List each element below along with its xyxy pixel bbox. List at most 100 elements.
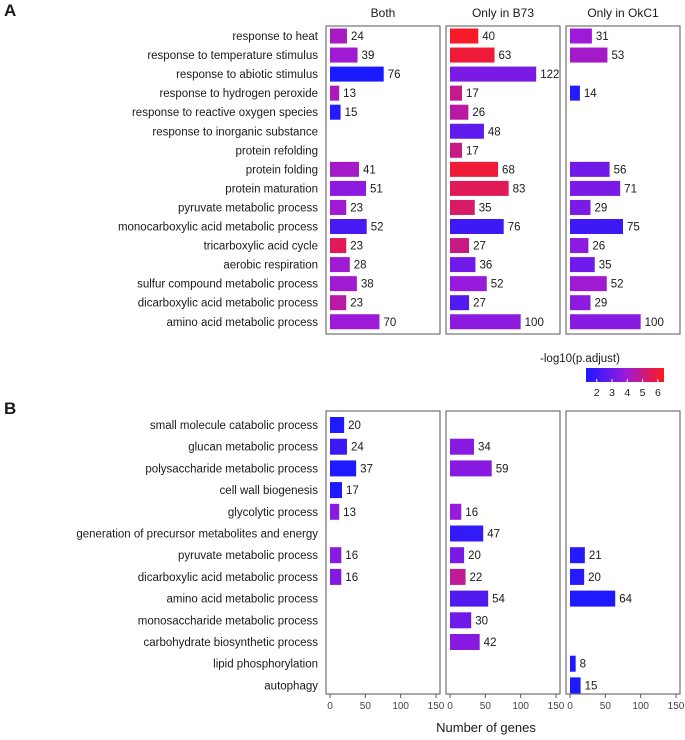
term-label: amino acid metabolic process [167, 594, 319, 606]
legend-tick-label: 6 [655, 387, 661, 399]
term-label: lipid phosphorylation [213, 659, 318, 671]
bar [450, 123, 484, 139]
bar-value-label: 23 [350, 298, 363, 310]
bar-value-label: 23 [350, 202, 363, 214]
bar-value-label: 40 [482, 31, 495, 43]
x-tick-label: 0 [447, 701, 453, 712]
term-label: dicarboxylic acid metabolic process [138, 572, 318, 584]
x-tick-label: 100 [512, 701, 529, 712]
bar-value-label: 37 [360, 463, 373, 475]
x-tick-label: 50 [360, 701, 372, 712]
bar-value-label: 42 [484, 637, 497, 649]
term-label: pyruvate metabolic process [178, 550, 318, 562]
facet-frame [325, 25, 441, 335]
x-tick-label: 150 [548, 701, 565, 712]
x-tick-label: 0 [327, 701, 333, 712]
bar-value-label: 8 [580, 659, 586, 671]
bar [570, 47, 608, 63]
bar-value-label: 70 [383, 317, 396, 329]
bar-value-label: 35 [599, 260, 612, 272]
term-label: polysaccharide metabolic process [145, 463, 318, 475]
bar-value-label: 14 [584, 88, 597, 100]
bar [450, 66, 537, 82]
bar-value-label: 27 [473, 298, 486, 310]
term-label: pyruvate metabolic process [178, 202, 318, 214]
bar-value-label: 52 [371, 222, 384, 234]
facet-title: Only in B73 [472, 6, 534, 20]
term-label: response to reactive oxygen species [132, 107, 318, 119]
bar [330, 417, 345, 433]
bar-value-label: 15 [345, 107, 358, 119]
bar [330, 568, 342, 585]
term-label: carbohydrate biosynthetic process [143, 637, 318, 649]
bar [450, 314, 521, 330]
bar [450, 612, 472, 629]
term-label: glucan metabolic process [188, 442, 318, 454]
bar [330, 85, 340, 101]
bar [570, 295, 591, 311]
legend-tick-label: 3 [609, 387, 615, 399]
bar [450, 568, 466, 585]
term-label: glycolytic process [228, 507, 318, 519]
bar [570, 276, 607, 292]
term-label: tricarboxylic acid cycle [204, 241, 318, 253]
x-tick-label: 50 [480, 701, 492, 712]
bar-value-label: 17 [466, 145, 479, 157]
term-label: protein folding [246, 164, 318, 176]
bar-value-label: 52 [611, 279, 624, 291]
bar-value-label: 24 [351, 31, 364, 43]
bar-value-label: 100 [645, 317, 664, 329]
bar [330, 482, 343, 499]
term-label: dicarboxylic acid metabolic process [138, 298, 318, 310]
bar [450, 142, 463, 158]
bar [570, 655, 576, 672]
bar [330, 66, 384, 82]
bar-value-label: 51 [370, 183, 383, 195]
bar [450, 634, 480, 650]
panel-a-letter: A [4, 1, 16, 20]
legend-title: -log10(p.adjust) [540, 353, 620, 365]
bar-value-label: 22 [470, 572, 483, 584]
bar-value-label: 21 [589, 550, 602, 562]
bar [330, 219, 367, 234]
x-tick-label: 0 [567, 701, 573, 712]
bar-value-label: 38 [361, 279, 374, 291]
bar-value-label: 76 [508, 222, 521, 234]
bar [330, 547, 342, 564]
term-label: aerobic respiration [223, 260, 318, 272]
bar [450, 47, 495, 63]
bar-value-label: 54 [492, 594, 505, 606]
x-tick-label: 100 [392, 701, 409, 712]
facet-frame [445, 410, 561, 695]
bar [330, 238, 347, 254]
facet-title: Both [371, 6, 396, 20]
bar [330, 180, 367, 196]
bar-value-label: 15 [585, 680, 598, 692]
legend-tick-label: 5 [640, 387, 646, 399]
bar [570, 677, 581, 694]
term-label: monocarboxylic acid metabolic process [118, 222, 318, 234]
bar-value-label: 83 [513, 183, 526, 195]
bar-value-label: 64 [619, 594, 632, 606]
facet-title: Only in OkC1 [587, 6, 659, 20]
bar [450, 590, 489, 607]
bar [570, 238, 589, 254]
bar-value-label: 20 [588, 572, 601, 584]
bar-value-label: 16 [345, 572, 358, 584]
bar-value-label: 76 [388, 69, 401, 81]
facet-frame [445, 25, 561, 335]
term-label: autophagy [264, 680, 318, 692]
x-tick-label: 150 [668, 701, 685, 712]
legend-tick-label: 4 [624, 387, 630, 399]
bar [570, 199, 591, 215]
bar [330, 257, 350, 273]
bar [330, 438, 347, 455]
x-axis-title: Number of genes [436, 720, 536, 735]
bar-value-label: 16 [345, 550, 358, 562]
bar [330, 503, 340, 520]
bar [570, 314, 641, 330]
term-label: small molecule catabolic process [150, 420, 318, 432]
bar-value-label: 100 [525, 317, 544, 329]
bar-value-label: 31 [596, 31, 609, 43]
